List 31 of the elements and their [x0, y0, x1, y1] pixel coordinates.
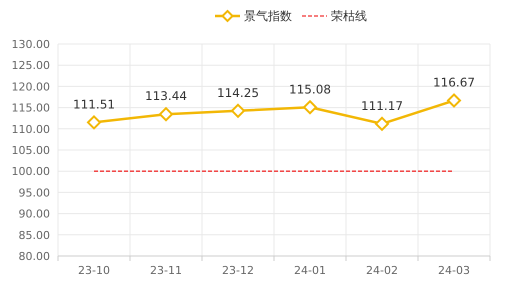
point	[375, 116, 389, 131]
x-tick-label: 23-12	[222, 264, 254, 277]
y-tick-label: 130.00	[12, 38, 50, 51]
data-label: 114.25	[217, 86, 259, 100]
point	[231, 104, 245, 118]
data-label: 111.17	[361, 98, 403, 113]
data-label: 116.67	[433, 76, 475, 90]
y-tick-label: 100.00	[12, 165, 50, 178]
y-tick-label: 95.00	[18, 186, 50, 200]
data-label: 115.08	[289, 82, 331, 96]
legend-label: 景气指数	[244, 9, 292, 23]
y-tick-label: 125.00	[12, 59, 50, 72]
point	[303, 100, 317, 114]
y-tick-label: 90.00	[18, 208, 50, 221]
y-tick-label: 110.00	[12, 122, 50, 136]
legend-label: 荣枯线	[331, 9, 367, 23]
y-tick-label: 80.00	[18, 250, 50, 263]
data-label: 111.51	[73, 97, 115, 112]
x-tick-label: 23-11	[150, 264, 182, 277]
point	[87, 115, 101, 130]
y-tick-label: 85.00	[18, 228, 50, 242]
point	[447, 94, 461, 108]
y-tick-label: 105.00	[12, 144, 50, 157]
y-tick-label: 120.00	[12, 80, 50, 94]
x-tick-label: 24-01	[294, 264, 326, 277]
y-tick-label: 115.00	[12, 102, 50, 115]
data-label: 113.44	[145, 89, 187, 104]
x-tick-label: 24-03	[438, 264, 470, 277]
x-tick-label: 24-02	[366, 264, 398, 277]
x-tick-label: 23-10	[78, 264, 110, 277]
point	[159, 107, 173, 122]
